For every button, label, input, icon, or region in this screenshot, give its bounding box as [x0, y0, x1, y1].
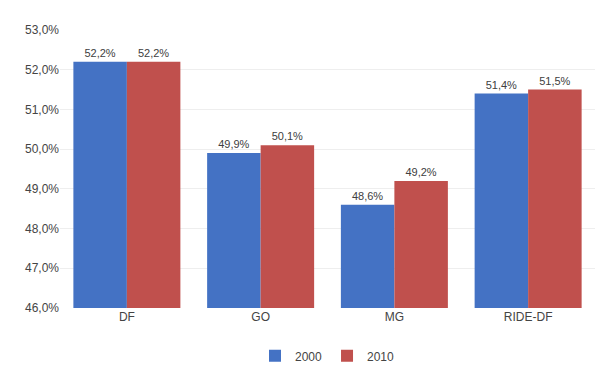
- svg-text:49,2%: 49,2%: [405, 166, 436, 178]
- svg-text:52,2%: 52,2%: [84, 47, 115, 59]
- svg-text:46,0%: 46,0%: [25, 301, 59, 315]
- svg-text:52,0%: 52,0%: [25, 63, 59, 77]
- svg-text:52,2%: 52,2%: [138, 47, 169, 59]
- svg-text:48,0%: 48,0%: [25, 222, 59, 236]
- svg-text:MG: MG: [385, 310, 404, 324]
- svg-text:51,5%: 51,5%: [539, 75, 570, 87]
- svg-text:50,1%: 50,1%: [272, 130, 303, 142]
- svg-text:2000: 2000: [295, 350, 322, 364]
- svg-text:49,0%: 49,0%: [25, 182, 59, 196]
- svg-text:51,0%: 51,0%: [25, 103, 59, 117]
- svg-text:48,6%: 48,6%: [352, 190, 383, 202]
- svg-text:53,0%: 53,0%: [25, 23, 59, 37]
- svg-text:50,0%: 50,0%: [25, 142, 59, 156]
- svg-text:RIDE-DF: RIDE-DF: [504, 310, 553, 324]
- svg-text:49,9%: 49,9%: [218, 138, 249, 150]
- svg-text:GO: GO: [251, 310, 270, 324]
- svg-text:2010: 2010: [367, 350, 394, 364]
- svg-text:47,0%: 47,0%: [25, 261, 59, 275]
- svg-text:51,4%: 51,4%: [486, 79, 517, 91]
- svg-text:DF: DF: [119, 310, 135, 324]
